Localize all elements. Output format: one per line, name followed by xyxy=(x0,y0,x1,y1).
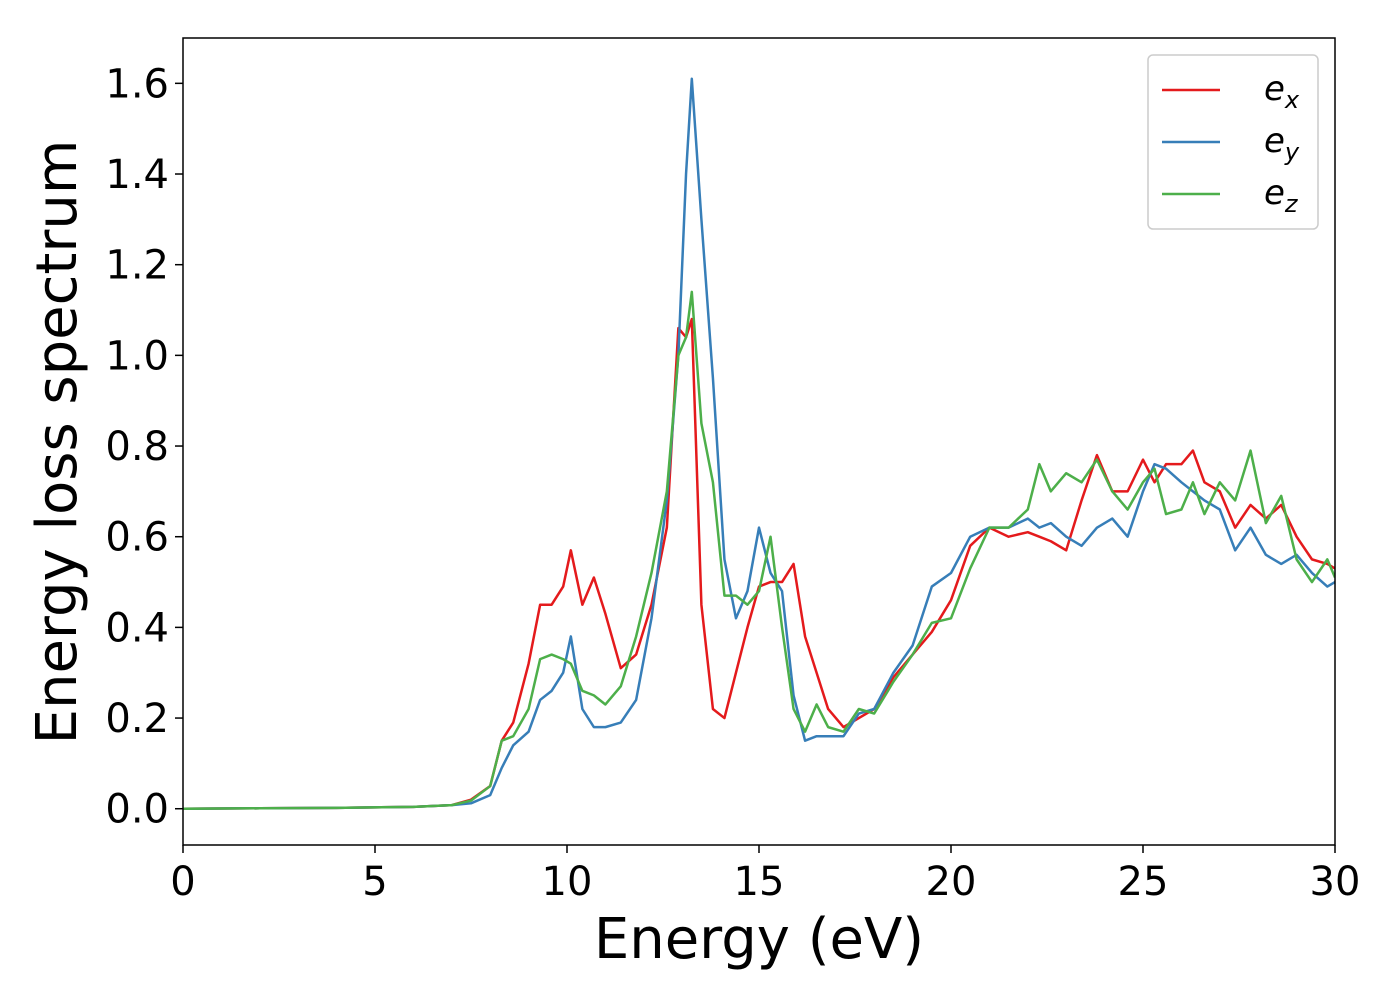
legend-label: ex xyxy=(1264,69,1300,114)
x-tick-label: 30 xyxy=(1310,859,1361,905)
x-tick-label: 0 xyxy=(170,859,195,905)
legend-box xyxy=(1147,54,1319,230)
x-tick-label: 25 xyxy=(1118,859,1169,905)
x-tick-label: 15 xyxy=(734,859,785,905)
y-tick-label: 1.2 xyxy=(105,243,169,289)
y-tick-label: 1.6 xyxy=(105,61,169,107)
y-tick-label: 0.2 xyxy=(105,696,169,742)
y-tick-label: 0.6 xyxy=(105,515,169,561)
y-tick-label: 0.0 xyxy=(105,787,169,833)
legend-label: ey xyxy=(1264,121,1300,166)
y-tick-label: 0.4 xyxy=(105,605,169,651)
y-tick-label: 1.4 xyxy=(105,152,169,198)
legend-label: ez xyxy=(1264,173,1299,218)
plot-frame xyxy=(182,37,1336,846)
series-line xyxy=(183,77,1335,810)
series-line xyxy=(183,290,1335,810)
x-tick-label: 20 xyxy=(926,859,977,905)
series-line xyxy=(183,317,1335,810)
x-tick-label: 10 xyxy=(542,859,593,905)
x-tick-label: 5 xyxy=(362,859,387,905)
y-tick-label: 1.0 xyxy=(105,333,169,379)
y-axis-label: Energy loss spectrum xyxy=(25,140,90,745)
y-tick-label: 0.8 xyxy=(105,424,169,470)
x-axis-label: Energy (eV) xyxy=(594,907,924,972)
